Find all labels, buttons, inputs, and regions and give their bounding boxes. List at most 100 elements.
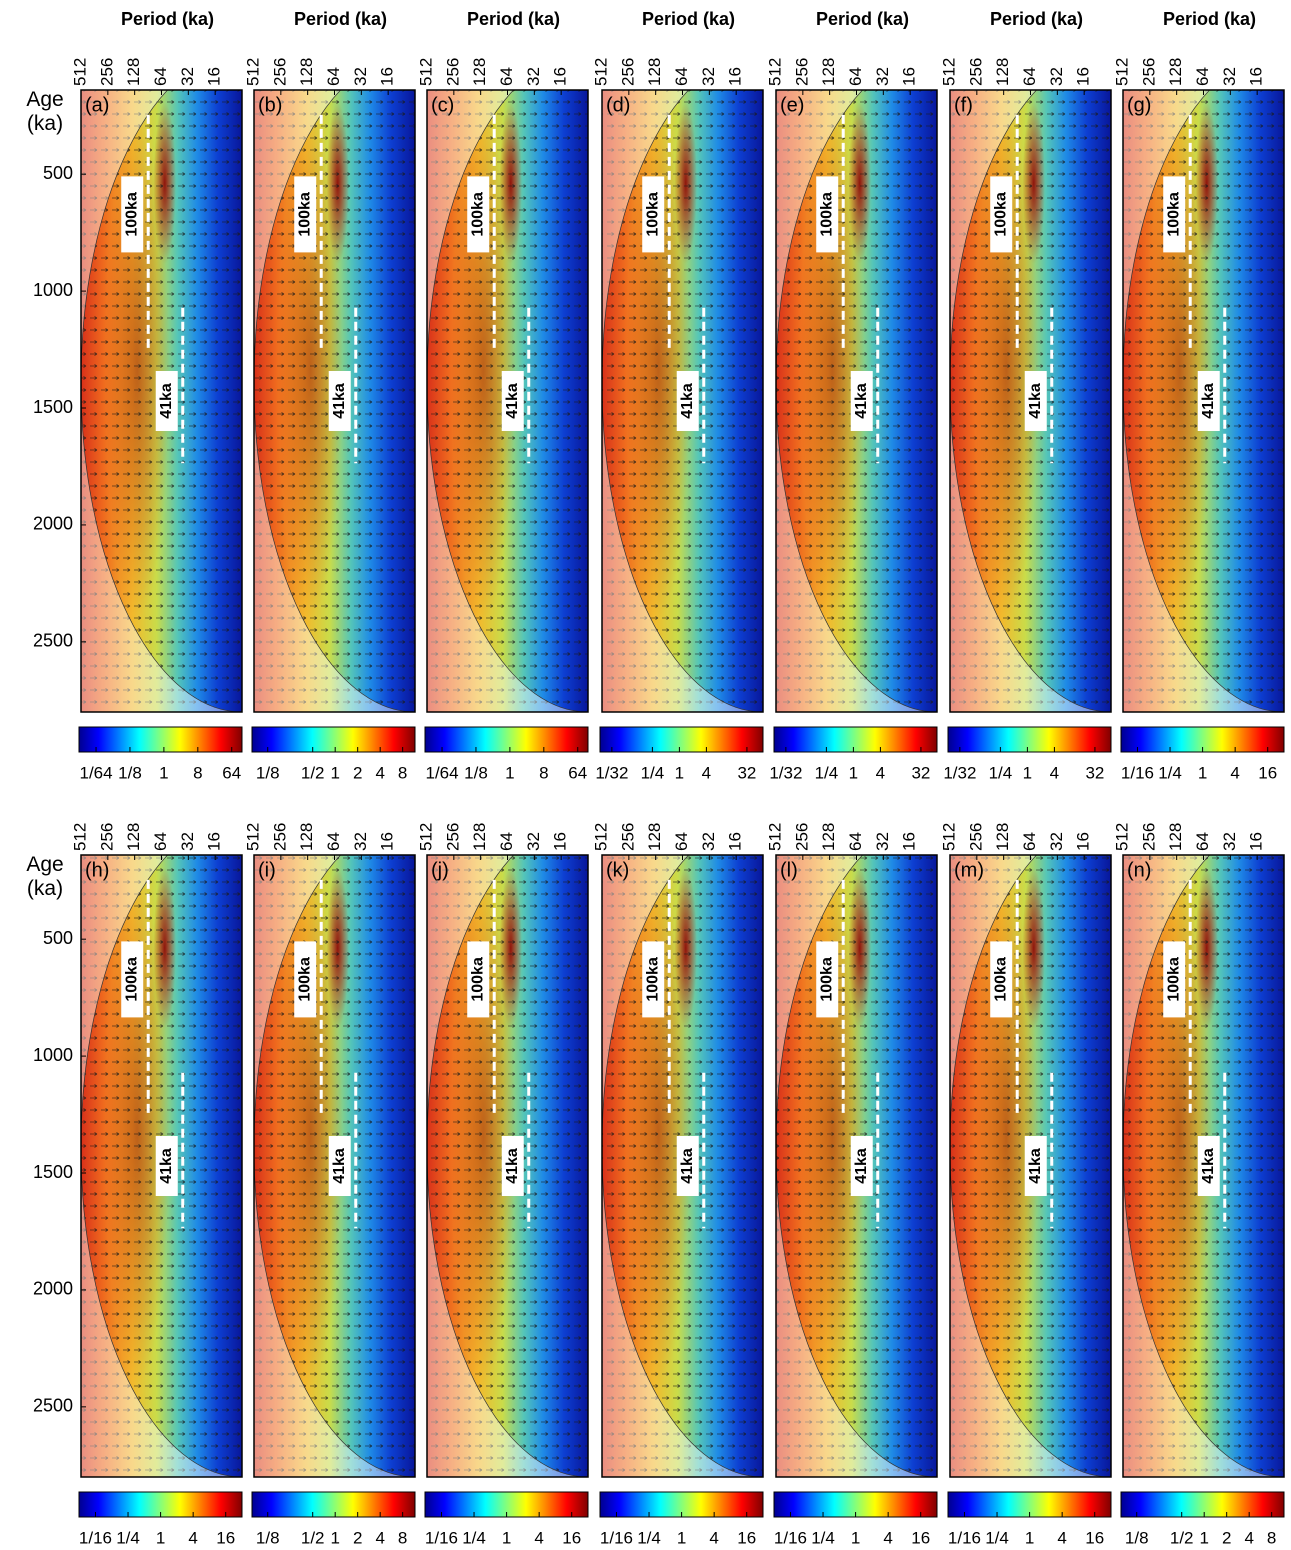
panel: 100ka 41ka (n) 512 256 128 64 32 16 1/8 1/2 1 2 4 8 [1112,823,1285,1547]
cone-of-influence [602,855,763,1477]
annotation-box [1197,1136,1220,1196]
annotation-box [155,371,178,431]
panel-label: (e) [780,94,804,116]
x-tick-label: 64 [497,67,516,86]
annotation: 41ka [504,1148,521,1184]
panel: 100ka 41ka (i) 512 256 128 64 32 16 1/8 1/2 1 2 4 8 [243,823,416,1547]
x-tick-label: 32 [351,67,370,86]
annotation-box [850,1136,873,1196]
x-tick-label: 32 [1220,832,1239,851]
colorbar-tick-label: 16 [1258,763,1277,782]
x-tick-label: 16 [378,832,397,851]
panel: 100ka 41ka (k) 512 256 128 64 32 16 1/16 1/4 1 4 16 [591,823,764,1547]
annotation-box [121,176,144,253]
colorbar-tick-label: 1/8 [256,1528,280,1547]
panel-label: (l) [780,859,798,881]
annotation: 100ka [296,957,313,1002]
cone-line [950,855,1111,1477]
colorbar-tick-label: 1/32 [769,763,802,782]
panel: 100ka 41ka (h) 512 256 128 64 32 16 500 1000 1500 20… [33,823,243,1547]
x-tick-label: 16 [726,832,745,851]
panel: 100ka 41ka (c) 512 256 128 64 32 16 Period (ka) 1/… [416,9,589,782]
colorbar-tick-label: 1 [330,1528,339,1547]
annotation: 100ka [1165,957,1182,1002]
x-tick-label: 256 [1139,58,1158,86]
x-tick-label: 32 [1047,67,1066,86]
x-tick-label: 32 [351,832,370,851]
panel-label: (c) [431,94,454,116]
annotation: 100ka [644,192,661,237]
x-tick-label: 256 [792,58,811,86]
panel: 100ka 41ka (j) 512 256 128 64 32 16 1/16 1/4 1 4 16 [416,823,589,1547]
x-tick-label: 64 [1020,67,1039,86]
colorbar-tick-label: 4 [1230,763,1239,782]
annotation-box [467,176,490,253]
annotation: 41ka [158,1148,175,1184]
colorbar-tick-label: 1/16 [774,1528,807,1547]
colorbar-tick-label: 1/2 [301,763,325,782]
x-tick-label: 64 [497,832,516,851]
x-tick-label: 512 [1112,823,1131,851]
cone-of-influence [1123,855,1284,1477]
panel-label: (f) [954,94,973,116]
colorbar-tick-label: 2 [353,1528,362,1547]
x-tick-label: 32 [524,832,543,851]
x-tick-label: 128 [1166,823,1185,851]
annotation: 100ka [992,192,1009,237]
cone-line [427,855,588,1477]
annotation-box [1197,371,1220,431]
colorbar-tick-label: 16 [1085,1528,1104,1547]
x-tick-label: 64 [672,832,691,851]
x-tick-label: 64 [846,67,865,86]
x-tick-label: 256 [270,58,289,86]
colorbar-tick-label: 2 [353,763,362,782]
cone-line [602,90,763,712]
y-axis-title: Age (ka) [26,853,64,900]
x-tick-label: 64 [151,67,170,86]
x-tick-label: 256 [443,58,462,86]
annotation: 100ka [818,192,835,237]
colorbar-tick-label: 1/4 [116,1528,140,1547]
x-tick-label: 32 [524,67,543,86]
annotation-box [676,1136,699,1196]
colorbar [599,726,764,753]
x-tick-label: 256 [270,823,289,851]
x-tick-label: 512 [1112,58,1131,86]
cone-line [254,855,415,1477]
annotation-box [328,371,351,431]
x-tick-label: 512 [416,823,435,851]
annotation-box [990,176,1013,253]
annotation: 100ka [123,957,140,1002]
x-tick-label: 512 [591,823,610,851]
panel: 100ka 41ka (e) 512 256 128 64 32 16 Period (ka) 1/… [765,9,938,782]
x-tick-label: 64 [1020,832,1039,851]
x-tick-label: 128 [124,58,143,86]
colorbar-tick-label: 8 [1267,1528,1276,1547]
x-tick-label: 512 [765,823,784,851]
cone-line [81,90,242,712]
annotation: 100ka [296,192,313,237]
y-tick-label: 2500 [33,1396,73,1416]
panel-label: (g) [1127,94,1151,116]
panel-label: (a) [85,94,109,116]
cone-of-influence [776,90,937,712]
colorbar-tick-label: 8 [398,1528,407,1547]
colorbar-tick-label: 1/4 [641,763,665,782]
x-tick-label: 128 [819,823,838,851]
cone-line [427,90,588,712]
x-tick-label: 64 [846,832,865,851]
panel: 100ka 41ka (m) 512 256 128 64 32 16 1/16 1/4 1 4 16 [939,823,1112,1547]
annotation-box [676,371,699,431]
x-axis-title: Period (ka) [294,9,387,29]
colorbar-tick-label: 32 [1085,763,1104,782]
panel-label: (n) [1127,859,1151,881]
colorbar-tick-label: 1/4 [815,763,839,782]
x-tick-label: 16 [551,832,570,851]
colorbar-tick-label: 1 [1198,763,1207,782]
colorbar-tick-label: 1/4 [989,763,1013,782]
colorbar-tick-label: 8 [193,763,202,782]
x-axis-title: Period (ka) [1163,9,1256,29]
x-tick-label: 32 [1220,67,1239,86]
